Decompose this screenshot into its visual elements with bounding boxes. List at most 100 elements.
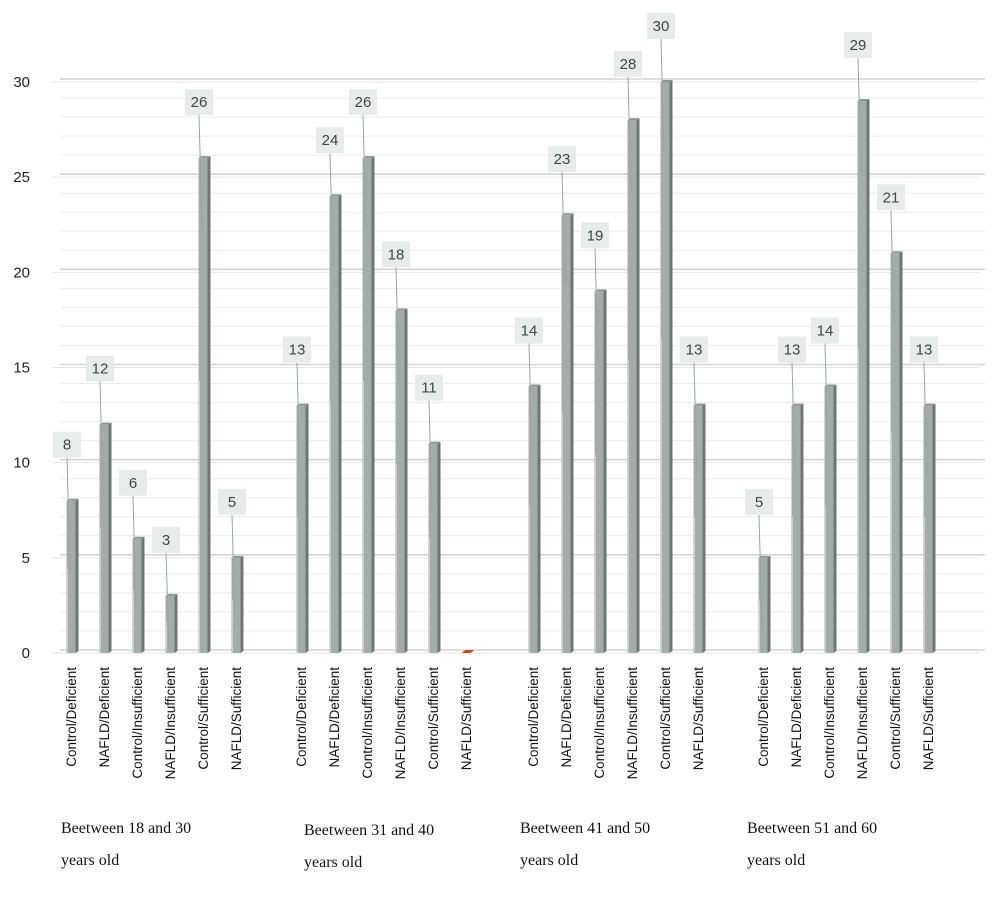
data-label: 14 bbox=[515, 317, 543, 457]
leader-line bbox=[296, 362, 301, 476]
bar bbox=[296, 403, 309, 653]
y-tick-label: 20 bbox=[13, 264, 30, 281]
group-label: Beetween 41 and 50 bbox=[520, 820, 650, 837]
bar-face bbox=[528, 386, 538, 653]
data-label: 26 bbox=[185, 89, 213, 229]
bar-face bbox=[198, 158, 208, 653]
x-tick-label: Control/Insufficient bbox=[360, 667, 375, 779]
bar-top bbox=[132, 536, 145, 539]
bar-face bbox=[594, 291, 604, 653]
bar-side bbox=[767, 555, 771, 653]
bar-side bbox=[570, 213, 574, 653]
leader-line bbox=[165, 552, 170, 650]
bar-top bbox=[395, 308, 408, 311]
data-label-box bbox=[614, 51, 642, 78]
y-tick-label: 10 bbox=[13, 455, 30, 472]
group-labels: Beetween 18 and 30 years old Beetween 31 a… bbox=[61, 820, 877, 871]
x-tick-label: Control/Insufficient bbox=[592, 667, 607, 779]
leader-line bbox=[824, 343, 829, 457]
group-label: years old bbox=[61, 852, 119, 869]
data-label-box bbox=[53, 431, 81, 458]
bar-side bbox=[603, 289, 607, 653]
data-label: 26 bbox=[349, 89, 377, 229]
bar-face bbox=[395, 310, 405, 653]
data-label-text: 8 bbox=[63, 437, 71, 454]
data-label: 18 bbox=[382, 241, 410, 381]
data-label-box bbox=[811, 317, 839, 344]
data-label: 5 bbox=[745, 488, 773, 628]
bar bbox=[165, 593, 178, 653]
bar-face bbox=[362, 158, 372, 653]
bar-side bbox=[371, 156, 375, 653]
data-label-box bbox=[382, 241, 410, 268]
bar bbox=[758, 555, 771, 653]
data-label-box bbox=[680, 336, 708, 363]
data-label-box bbox=[185, 89, 213, 116]
bar bbox=[890, 251, 903, 654]
data-label-text: 30 bbox=[653, 18, 670, 35]
x-tick-label: NAFLD/Deficient bbox=[559, 667, 574, 768]
data-label-box bbox=[877, 184, 905, 211]
y-tick-label: 25 bbox=[13, 169, 30, 186]
y-tick-label: 30 bbox=[13, 74, 30, 91]
bar-face bbox=[66, 500, 76, 653]
data-label: 13 bbox=[910, 336, 938, 476]
group-label: Beetween 51 and 60 bbox=[747, 820, 877, 837]
bar-face bbox=[561, 215, 571, 653]
bar-top bbox=[528, 384, 541, 387]
data-label-text: 13 bbox=[916, 342, 933, 359]
grid-lines bbox=[52, 78, 985, 654]
bar-top bbox=[758, 555, 771, 558]
x-tick-label: Control/Deficient bbox=[526, 667, 541, 767]
x-tick-label: Control/Insufficient bbox=[822, 667, 837, 779]
data-label-box bbox=[316, 127, 344, 154]
leader-line bbox=[198, 115, 203, 229]
leader-line bbox=[561, 172, 566, 286]
bar-top bbox=[296, 403, 309, 406]
bar bbox=[923, 403, 936, 653]
bar bbox=[528, 384, 541, 653]
data-label-box bbox=[152, 526, 180, 553]
leader-line bbox=[362, 115, 367, 229]
data-label-box bbox=[86, 355, 114, 382]
x-tick-label: Control/Sufficient bbox=[658, 667, 673, 770]
data-label: 29 bbox=[844, 32, 872, 172]
x-tick-label: Control/Insufficient bbox=[130, 667, 145, 779]
bar bbox=[198, 156, 211, 653]
data-label-text: 12 bbox=[92, 361, 109, 378]
x-tick-label: NAFLD/Sufficient bbox=[921, 667, 936, 771]
leader-line bbox=[132, 495, 137, 609]
bar-top bbox=[165, 593, 178, 596]
bar-side bbox=[141, 536, 145, 653]
data-label-box bbox=[745, 488, 773, 515]
bar-top bbox=[627, 118, 640, 121]
bars bbox=[66, 80, 936, 654]
x-tick-label: NAFLD/Insufficient bbox=[163, 667, 178, 780]
bar-side bbox=[537, 384, 541, 653]
bar-top bbox=[824, 384, 837, 387]
bar bbox=[660, 80, 673, 653]
bar bbox=[693, 403, 706, 653]
bar bbox=[428, 441, 441, 653]
data-label: 13 bbox=[680, 336, 708, 476]
bar bbox=[132, 536, 145, 653]
bar-side bbox=[899, 251, 903, 654]
data-label-box bbox=[778, 336, 806, 363]
data-label-text: 29 bbox=[850, 37, 867, 54]
data-label-text: 5 bbox=[755, 494, 763, 511]
bar bbox=[627, 118, 640, 654]
leader-line bbox=[428, 400, 433, 514]
bar-face bbox=[296, 405, 306, 653]
data-label: 5 bbox=[218, 488, 246, 628]
bar bbox=[395, 308, 408, 653]
data-label-box bbox=[844, 32, 872, 59]
data-label-text: 23 bbox=[554, 151, 571, 168]
bar-top bbox=[857, 99, 870, 102]
data-label: 19 bbox=[581, 222, 609, 362]
bar bbox=[791, 403, 804, 653]
bar-top bbox=[693, 403, 706, 406]
bar bbox=[857, 99, 870, 654]
data-label-text: 6 bbox=[129, 475, 137, 492]
bar-face bbox=[231, 557, 241, 653]
